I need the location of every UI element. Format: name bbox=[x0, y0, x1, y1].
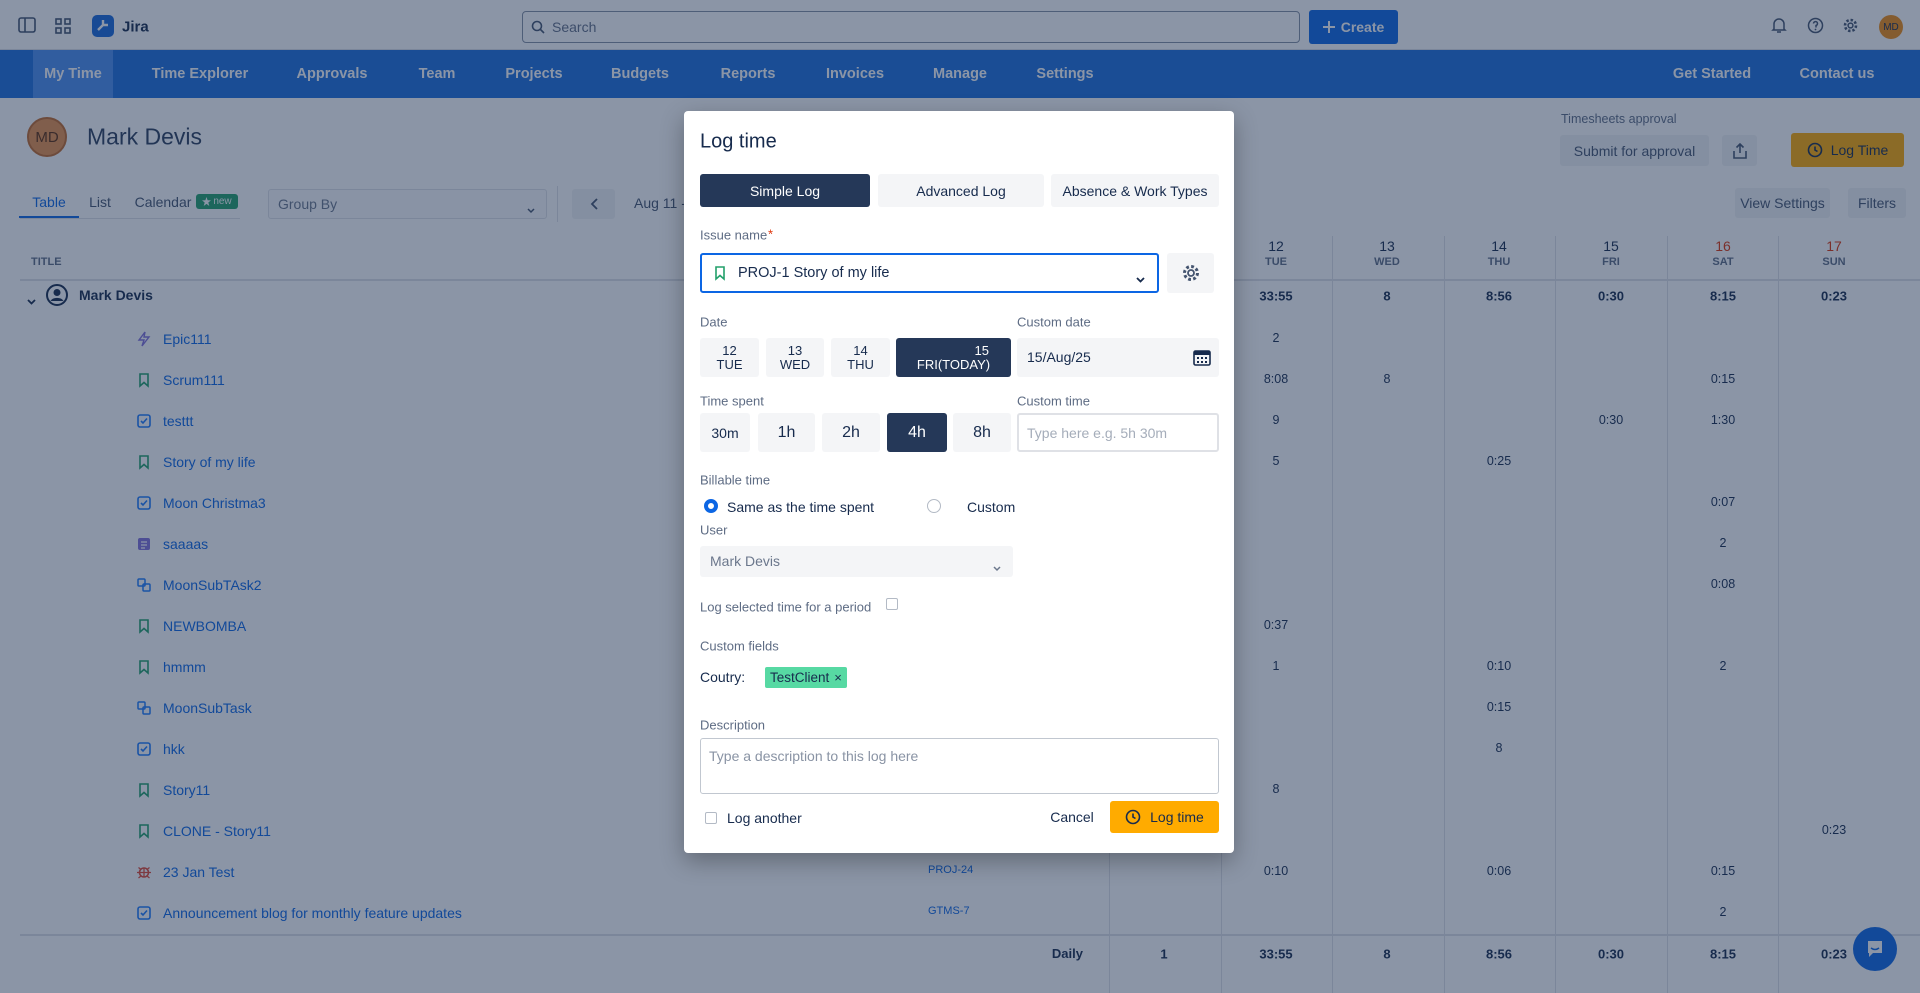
duration-button[interactable]: 8h bbox=[953, 413, 1011, 452]
user-select[interactable]: Mark Devis bbox=[700, 546, 1013, 577]
issue-settings[interactable] bbox=[1167, 253, 1214, 293]
icon bbox=[1136, 277, 1145, 283]
date-weekday: TUE bbox=[716, 356, 743, 372]
date-button[interactable]: 12 TUE bbox=[700, 338, 759, 377]
log-time-modal: Log time Simple Log Advanced Log Absence & … bbox=[684, 111, 1234, 853]
calendar-icon bbox=[1193, 349, 1211, 369]
radio-label[interactable]: Same as the time spent bbox=[727, 499, 875, 515]
log-another-checkbox[interactable] bbox=[705, 812, 717, 824]
radio-label[interactable]: Custom bbox=[967, 499, 1016, 515]
date-day: 13 bbox=[787, 342, 803, 358]
description-input[interactable]: Type a description to this log here bbox=[700, 738, 1219, 794]
icon bbox=[1193, 350, 1211, 366]
time-label: Time spent bbox=[700, 393, 764, 409]
radio[interactable] bbox=[704, 499, 718, 513]
date-label: Date bbox=[700, 314, 728, 330]
country-tag: TestClient × bbox=[765, 667, 847, 688]
issue-icon bbox=[712, 265, 728, 284]
icon bbox=[993, 566, 1001, 572]
tag-remove[interactable]: × bbox=[834, 670, 842, 685]
date-weekday: WED bbox=[779, 356, 811, 372]
chevron bbox=[1136, 270, 1145, 286]
date-button[interactable]: 14 THU bbox=[831, 338, 890, 377]
date-day: 12 bbox=[722, 342, 737, 358]
custom-date-value: 15/Aug/25 bbox=[1027, 349, 1091, 365]
custom-fields-label: Custom fields bbox=[700, 638, 779, 654]
duration-button[interactable]: 1h bbox=[758, 413, 815, 452]
radio[interactable] bbox=[927, 499, 941, 513]
icon bbox=[1182, 265, 1199, 281]
required-mark: * bbox=[768, 226, 774, 242]
issue-select[interactable]: PROJ-1 Story of my life bbox=[700, 253, 1159, 293]
chevron bbox=[993, 559, 1001, 575]
custom-time-label: Custom time bbox=[1017, 393, 1090, 409]
date-button[interactable]: 13 WED bbox=[766, 338, 824, 377]
country-label: Coutry: bbox=[700, 669, 746, 685]
user-label: User bbox=[700, 522, 728, 538]
date-day: 14 bbox=[853, 342, 868, 358]
date-day: 15 bbox=[974, 342, 989, 358]
duration-button[interactable]: 30m bbox=[700, 413, 750, 452]
log-tab[interactable]: Absence & Work Types bbox=[1051, 174, 1219, 207]
submit-button[interactable]: Log time bbox=[1110, 801, 1219, 833]
custom-time-placeholder: Type here e.g. 5h 30m bbox=[1027, 425, 1168, 441]
icon bbox=[715, 266, 725, 281]
log-tab[interactable]: Simple Log bbox=[700, 174, 870, 207]
period-label: Log selected time for a period bbox=[700, 599, 872, 615]
issue-value: PROJ-1 Story of my life bbox=[738, 265, 890, 281]
date-button[interactable]: 15 FRI(TODAY) bbox=[896, 338, 1011, 377]
date-weekday: FRI(TODAY) bbox=[916, 356, 991, 372]
modal-title: Log time bbox=[700, 130, 777, 153]
log-another-label[interactable]: Log another bbox=[727, 810, 802, 826]
billable-label: Billable time bbox=[700, 472, 771, 488]
description-label: Description bbox=[700, 717, 766, 733]
cancel-button[interactable]: Cancel bbox=[1050, 809, 1094, 825]
custom-date-label: Custom date bbox=[1017, 314, 1091, 330]
tag-text: TestClient bbox=[770, 670, 830, 685]
custom-time-input[interactable]: Type here e.g. 5h 30m bbox=[1017, 413, 1219, 452]
issue-label: Issue name bbox=[700, 227, 768, 243]
log-tab[interactable]: Advanced Log bbox=[878, 174, 1044, 207]
duration-button[interactable]: 2h bbox=[822, 413, 880, 452]
duration-button[interactable]: 4h bbox=[887, 413, 947, 452]
description-placeholder: Type a description to this log here bbox=[709, 748, 919, 764]
submit-label: Log time bbox=[1150, 809, 1204, 825]
icon bbox=[1125, 809, 1141, 825]
period-checkbox[interactable] bbox=[886, 598, 898, 610]
custom-date-input[interactable]: 15/Aug/25 bbox=[1017, 338, 1219, 377]
user-value: Mark Devis bbox=[710, 553, 781, 569]
date-weekday: THU bbox=[847, 356, 874, 372]
